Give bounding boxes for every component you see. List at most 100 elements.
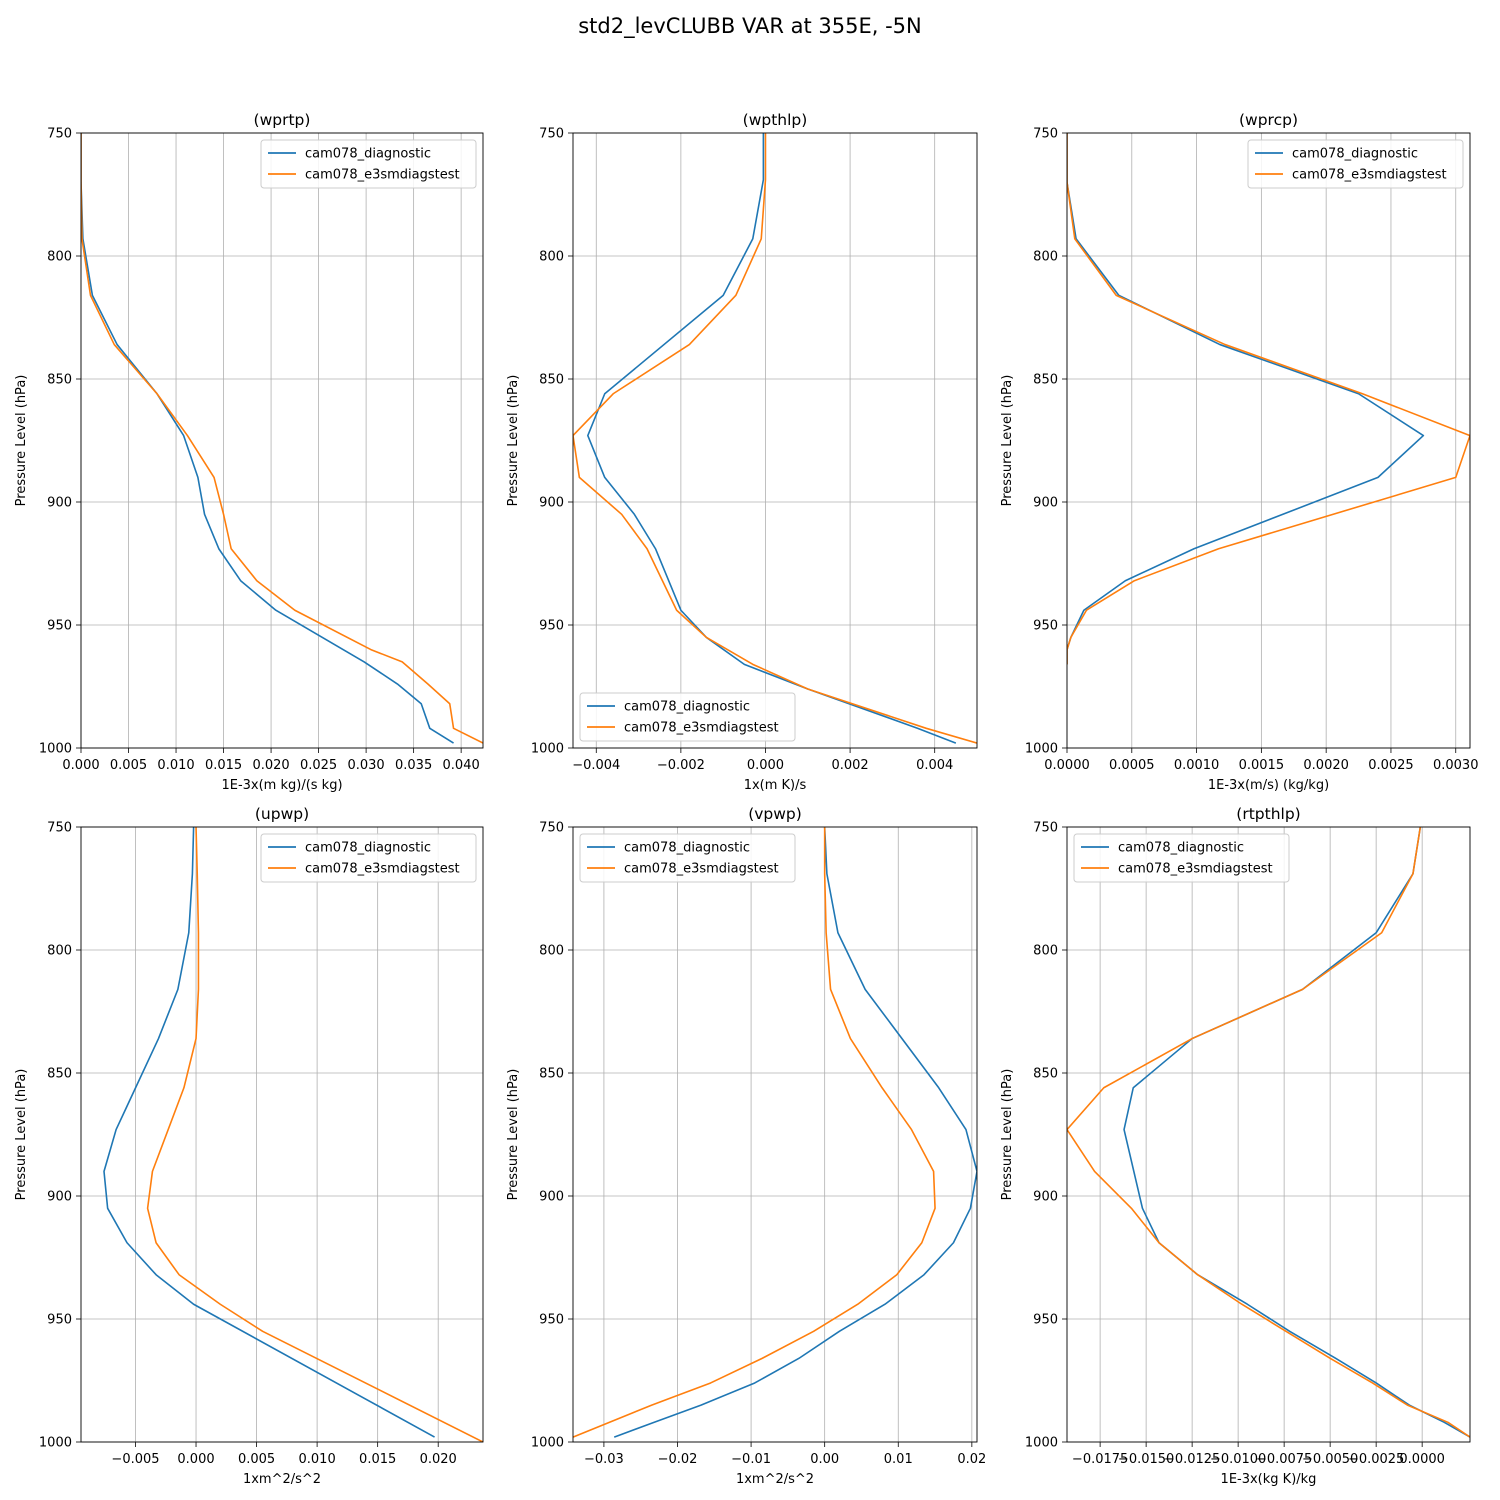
x-axis-label: 1E-3x(m kg)/(s kg) (221, 778, 342, 793)
y-tick-label: 800 (47, 250, 72, 265)
y-axis-label: Pressure Level (hPa) (14, 1069, 29, 1201)
y-tick-label: 800 (1033, 250, 1058, 265)
legend-frame (260, 833, 477, 883)
x-tick-label: −0.0100 (1210, 1452, 1266, 1467)
series-line (613, 827, 977, 1438)
legend-label: cam078_e3smdiagstest (305, 862, 460, 877)
y-tick-label: 950 (47, 1313, 72, 1328)
x-tick-label: 0.025 (300, 758, 337, 773)
y-tick-label: 950 (539, 619, 564, 634)
x-tick-label: −0.0150 (1118, 1452, 1174, 1467)
x-tick-label: 0.010 (157, 758, 194, 773)
y-tick-label: 900 (539, 496, 564, 511)
legend-label: cam078_diagnostic (624, 700, 750, 715)
x-tick-label: −0.005 (111, 1452, 159, 1467)
subplot-title: (wprcp) (1239, 111, 1298, 129)
legend: cam078_diagnostic cam078_e3smdiagstest (1247, 139, 1464, 189)
legend-label: cam078_e3smdiagstest (305, 168, 460, 183)
x-tick-label: 0.000 (747, 758, 784, 773)
y-axis-label: Pressure Level (hPa) (14, 375, 29, 507)
x-tick-label: 0.0030 (1433, 758, 1479, 773)
legend-frame (1247, 139, 1464, 189)
y-tick-label: 1000 (531, 742, 564, 757)
series-line (573, 827, 936, 1438)
x-axis-label: 1xm^2/s^2 (736, 1472, 814, 1487)
legend-frame (579, 692, 796, 742)
subplot-title: (wpthlp) (743, 111, 808, 129)
axes-frame (1066, 132, 1471, 749)
y-tick-label: 1000 (1025, 1436, 1058, 1451)
legend-frame (1073, 833, 1290, 883)
chart-panel: 0.0000 0.0005 0.0010 0.0015 0.0020 0.0025 0.00… (1000, 111, 1478, 793)
x-tick-label: −0.0025 (1348, 1452, 1404, 1467)
x-tick-label: 0.035 (395, 758, 432, 773)
legend-label: cam078_diagnostic (624, 841, 750, 856)
legend: cam078_diagnostic cam078_e3smdiagstest (260, 833, 477, 883)
y-tick-label: 800 (1033, 944, 1058, 959)
chart-panel: −0.005 0.000 0.005 0.010 0.015 0.020 750 800 850… (14, 805, 484, 1487)
x-tick-label: 0.020 (252, 758, 289, 773)
x-tick-label: −0.0175 (1072, 1452, 1128, 1467)
x-tick-label: 0.0025 (1368, 758, 1414, 773)
y-tick-label: 750 (47, 821, 72, 836)
x-tick-label: −0.01 (731, 1452, 771, 1467)
legend: cam078_diagnostic cam078_e3smdiagstest (579, 692, 796, 742)
x-tick-label: −0.0075 (1256, 1452, 1312, 1467)
x-tick-label: 0.0000 (1044, 758, 1090, 773)
x-tick-label: 0.0005 (1109, 758, 1155, 773)
y-tick-label: 900 (47, 1190, 72, 1205)
subplot-title: (rtpthlp) (1236, 805, 1300, 823)
y-tick-label: 950 (1033, 1313, 1058, 1328)
x-tick-label: 0.000 (62, 758, 99, 773)
legend: cam078_diagnostic cam078_e3smdiagstest (1073, 833, 1290, 883)
y-tick-label: 850 (539, 373, 564, 388)
series-line (587, 133, 957, 744)
x-tick-label: −0.0125 (1164, 1452, 1220, 1467)
subplot-title: (wprtp) (254, 111, 311, 129)
axes-frame (1066, 826, 1471, 1443)
y-tick-label: 1000 (39, 1436, 72, 1451)
x-tick-label: 0.005 (110, 758, 147, 773)
legend-label: cam078_e3smdiagstest (624, 721, 779, 736)
y-tick-label: 800 (539, 250, 564, 265)
y-tick-label: 750 (539, 821, 564, 836)
series-line (81, 133, 483, 744)
y-tick-label: 850 (1033, 1067, 1058, 1082)
y-tick-label: 950 (47, 619, 72, 634)
x-tick-label: 0.0010 (1174, 758, 1220, 773)
legend-frame (260, 139, 477, 189)
y-tick-label: 750 (47, 127, 72, 142)
x-tick-label: −0.004 (572, 758, 620, 773)
y-tick-label: 850 (47, 373, 72, 388)
y-tick-label: 900 (1033, 1190, 1058, 1205)
y-tick-label: 850 (539, 1067, 564, 1082)
chart-panel: −0.004 −0.002 0.000 0.002 0.004 750 800 850 900 9… (506, 111, 978, 793)
chart-panel: −0.0175−0.0150−0.0125−0.0100−0.0075−0.00… (1000, 805, 1471, 1487)
x-axis-label: 1x(m K)/s (744, 778, 807, 793)
legend-label: cam078_diagnostic (305, 147, 431, 162)
chart-panel: −0.03 −0.02 −0.01 0.00 0.01 0.02 750 800 850 900 9… (506, 805, 986, 1487)
x-tick-label: 0.00 (810, 1452, 839, 1467)
series-line (103, 827, 435, 1438)
x-tick-label: −0.0050 (1302, 1452, 1358, 1467)
y-tick-label: 1000 (39, 742, 72, 757)
legend: cam078_diagnostic cam078_e3smdiagstest (579, 833, 796, 883)
x-tick-label: 0.000 (177, 1452, 214, 1467)
axes-frame (572, 132, 978, 749)
y-tick-label: 800 (539, 944, 564, 959)
legend-label: cam078_diagnostic (1118, 841, 1244, 856)
x-axis-label: 1xm^2/s^2 (243, 1472, 321, 1487)
legend-label: cam078_e3smdiagstest (1292, 168, 1447, 183)
legend: cam078_diagnostic cam078_e3smdiagstest (260, 139, 477, 189)
legend-label: cam078_diagnostic (1292, 147, 1418, 162)
y-tick-label: 900 (47, 496, 72, 511)
x-tick-label: 0.01 (884, 1452, 913, 1467)
subplot-title: (vpwp) (748, 805, 802, 823)
x-tick-label: −0.02 (658, 1452, 698, 1467)
x-tick-label: 0.010 (299, 1452, 336, 1467)
y-tick-label: 850 (1033, 373, 1058, 388)
x-tick-label: 0.004 (916, 758, 953, 773)
x-tick-label: 0.0000 (1399, 1452, 1445, 1467)
